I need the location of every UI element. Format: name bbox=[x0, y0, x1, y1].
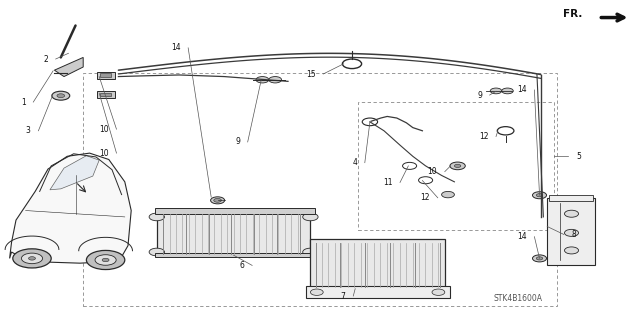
Text: 2: 2 bbox=[44, 55, 48, 63]
Text: 3: 3 bbox=[26, 126, 31, 135]
Polygon shape bbox=[10, 153, 131, 263]
Circle shape bbox=[211, 197, 225, 204]
Circle shape bbox=[102, 258, 109, 262]
Circle shape bbox=[95, 255, 116, 265]
Circle shape bbox=[21, 253, 42, 263]
Bar bbox=[155, 208, 315, 214]
Text: 7: 7 bbox=[340, 292, 346, 300]
Text: 9: 9 bbox=[477, 91, 482, 100]
Text: 10: 10 bbox=[99, 149, 109, 158]
Text: 6: 6 bbox=[239, 261, 244, 270]
Circle shape bbox=[57, 94, 65, 98]
Circle shape bbox=[86, 250, 125, 270]
Text: 4: 4 bbox=[352, 158, 357, 167]
Circle shape bbox=[29, 257, 35, 260]
Circle shape bbox=[532, 255, 547, 262]
Circle shape bbox=[564, 210, 579, 217]
Text: STK4B1600A: STK4B1600A bbox=[494, 294, 543, 303]
Bar bbox=[155, 253, 315, 257]
Circle shape bbox=[536, 257, 543, 260]
Bar bbox=[549, 195, 593, 201]
Text: FR.: FR. bbox=[563, 9, 582, 19]
Circle shape bbox=[303, 248, 318, 256]
Text: 14: 14 bbox=[517, 232, 527, 241]
Text: 10: 10 bbox=[428, 167, 437, 176]
Text: 5: 5 bbox=[576, 152, 581, 161]
Text: 9: 9 bbox=[235, 137, 240, 146]
Circle shape bbox=[149, 213, 164, 221]
Polygon shape bbox=[50, 156, 99, 190]
Bar bbox=[547, 198, 595, 265]
Circle shape bbox=[269, 77, 282, 83]
Circle shape bbox=[454, 164, 461, 167]
Circle shape bbox=[490, 88, 502, 94]
Bar bbox=[310, 239, 445, 289]
Text: 12: 12 bbox=[420, 193, 430, 202]
Bar bbox=[100, 73, 111, 77]
Bar bbox=[97, 72, 115, 79]
Bar bbox=[83, 73, 557, 306]
Bar bbox=[97, 91, 115, 98]
Text: 8: 8 bbox=[572, 230, 576, 239]
Text: 10: 10 bbox=[99, 125, 109, 134]
Circle shape bbox=[214, 198, 221, 202]
Text: 15: 15 bbox=[306, 70, 316, 78]
Text: 12: 12 bbox=[479, 132, 488, 141]
Circle shape bbox=[564, 247, 579, 254]
Bar bbox=[157, 211, 310, 255]
Circle shape bbox=[149, 248, 164, 256]
Circle shape bbox=[52, 91, 70, 100]
Circle shape bbox=[564, 229, 579, 236]
Circle shape bbox=[532, 192, 547, 199]
Circle shape bbox=[13, 249, 51, 268]
Circle shape bbox=[310, 289, 323, 295]
Text: 14: 14 bbox=[517, 85, 527, 94]
Text: 1: 1 bbox=[21, 98, 26, 107]
Text: 11: 11 bbox=[383, 178, 392, 187]
Circle shape bbox=[536, 194, 543, 197]
Circle shape bbox=[303, 213, 318, 221]
Circle shape bbox=[432, 289, 445, 295]
Text: 14: 14 bbox=[171, 43, 180, 52]
Circle shape bbox=[450, 162, 465, 170]
Bar bbox=[306, 286, 450, 298]
Polygon shape bbox=[54, 57, 83, 77]
Bar bbox=[358, 102, 554, 230]
Circle shape bbox=[442, 191, 454, 198]
Circle shape bbox=[502, 88, 513, 94]
Circle shape bbox=[256, 77, 269, 83]
Bar bbox=[100, 93, 111, 96]
